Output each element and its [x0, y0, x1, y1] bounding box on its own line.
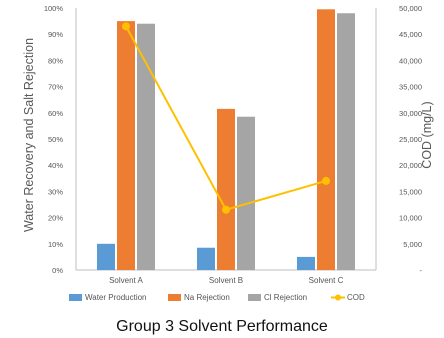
legend-swatch [168, 294, 181, 301]
bar [297, 256, 315, 270]
y-tick-label: 70% [48, 83, 63, 92]
y2-tick-label: 50,000 [399, 4, 422, 13]
y-tick-label: 40% [48, 161, 63, 170]
x-category-label: Solvent C [309, 276, 344, 285]
y2-tick-label: - [420, 266, 423, 275]
y2-tick-label: 20,000 [399, 161, 422, 170]
y-tick-label: 10% [48, 240, 63, 249]
chart-caption: Group 3 Solvent Performance [116, 318, 328, 335]
bar [97, 243, 115, 270]
bar [137, 23, 155, 270]
y2-axis-title: COD (mg/L) [420, 101, 434, 168]
y2-tick-label: 35,000 [399, 83, 422, 92]
y-tick-label: 30% [48, 187, 63, 196]
y2-tick-label: 15,000 [399, 187, 422, 196]
x-category-label: Solvent A [109, 276, 143, 285]
chart-ticks: 0% 10% 20% 30% 40% 50% 60% 70% 80% 90% 100% - 5,000 1… [44, 4, 423, 275]
y-tick-label: 50% [48, 135, 63, 144]
y-tick-label: 100% [44, 4, 64, 13]
y-tick-label: 80% [48, 56, 63, 65]
cod-point [122, 22, 130, 31]
y-tick-label: 20% [48, 214, 63, 223]
legend-label: Water Production [85, 293, 147, 302]
y2-tick-label: 30,000 [399, 109, 422, 118]
y2-tick-label: 40,000 [399, 56, 422, 65]
legend-swatch [69, 294, 82, 301]
legend-label: COD [347, 293, 365, 302]
chart-legend: Water Production Na Rejection Cl Rejection… [69, 293, 365, 302]
bar [237, 116, 255, 270]
y-tick-label: 0% [52, 266, 63, 275]
cod-point [322, 176, 330, 185]
y-axis-title: Water Recovery and Salt Rejection [22, 38, 36, 232]
bar [217, 108, 235, 271]
bar [197, 247, 215, 270]
y2-tick-label: 10,000 [399, 214, 422, 223]
y-tick-label: 60% [48, 109, 63, 118]
bar [117, 21, 135, 270]
legend-label: Cl Rejection [264, 293, 307, 302]
chart-line [122, 22, 330, 214]
cod-point [222, 205, 230, 214]
bar [337, 13, 355, 271]
x-category-label: Solvent B [209, 276, 243, 285]
y2-tick-label: 5,000 [403, 240, 422, 249]
y2-tick-label: 45,000 [399, 30, 422, 39]
bar [317, 9, 335, 271]
chart-categories: Solvent A Solvent B Solvent C [109, 276, 343, 285]
legend-marker [335, 294, 341, 301]
y-tick-label: 90% [48, 30, 63, 39]
y2-tick-label: 25,000 [399, 135, 422, 144]
chart-bars [97, 9, 355, 271]
legend-swatch [248, 294, 261, 301]
legend-label: Na Rejection [184, 293, 230, 302]
